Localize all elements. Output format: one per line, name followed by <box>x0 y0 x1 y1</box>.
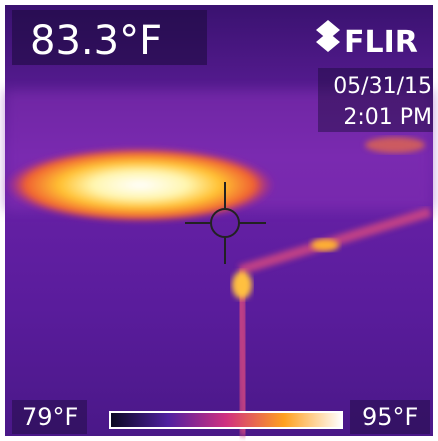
crosshair <box>185 182 266 264</box>
temperature-reading: 83.3°F <box>30 18 162 64</box>
hot-spot <box>232 271 252 299</box>
brand-logo: FLIR <box>344 25 418 60</box>
scale-max-box <box>350 400 430 434</box>
scale-min-box <box>12 400 87 434</box>
flir-icon <box>316 20 340 52</box>
color-scale-bar <box>109 411 343 429</box>
thermal-background <box>5 5 433 436</box>
hot-spot <box>365 137 425 153</box>
hot-spot <box>311 239 339 251</box>
time: 2:01 PM <box>343 105 432 130</box>
scale-min: 79°F <box>22 403 78 431</box>
scale-max: 95°F <box>362 403 418 431</box>
date: 05/31/15 <box>333 74 432 99</box>
timestamp-box <box>318 68 433 132</box>
temp-box <box>12 10 207 65</box>
hot-region <box>5 147 275 223</box>
